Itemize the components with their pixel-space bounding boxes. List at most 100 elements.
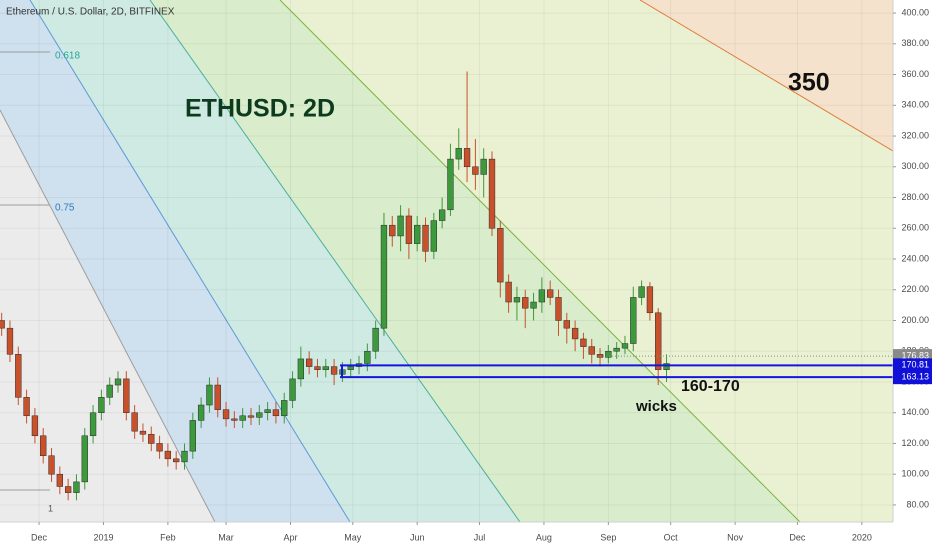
candle-body [563, 320, 570, 329]
candle-body [447, 158, 454, 211]
candle-body [123, 378, 130, 413]
x-tick-label: Feb [160, 532, 176, 542]
candle-body [106, 384, 113, 398]
y-tick-label: 80.00 [906, 499, 929, 509]
y-tick-label: 320.00 [901, 130, 929, 140]
y-tick-label: 340.00 [901, 100, 929, 110]
candle-body [31, 415, 39, 437]
fan-band [30, 0, 520, 522]
candle-body [131, 412, 138, 432]
candle-body [247, 415, 255, 418]
candle-body [322, 366, 329, 370]
candle-body [197, 404, 205, 421]
fan-line [0, 109, 216, 523]
candle-body [463, 148, 471, 168]
y-tick-label: 280.00 [901, 192, 929, 202]
x-tick-label: Nov [727, 532, 744, 542]
candle-body [397, 215, 404, 237]
candle-body [289, 378, 296, 401]
candle-body [222, 409, 230, 420]
fan-band [0, 0, 350, 522]
candle-body [64, 486, 72, 493]
candle-body [6, 327, 14, 355]
support-price-box [893, 358, 932, 373]
y-tick-label: 120.00 [901, 438, 929, 448]
last-price-label: 176.83 [901, 350, 929, 360]
overlay [340, 355, 893, 379]
candle-body [98, 397, 105, 413]
x-tick-label: Dec [31, 532, 48, 542]
candle-body [173, 458, 180, 463]
candle-body [48, 455, 55, 475]
candle-body [264, 409, 271, 413]
candle-body [206, 384, 213, 406]
candle-body [214, 384, 221, 410]
y-tick-label: 400.00 [901, 7, 929, 17]
candle-body [81, 435, 88, 483]
candle-body [181, 450, 188, 463]
fan-line [29, 0, 351, 523]
x-tick-label: Jun [410, 532, 425, 542]
candle-body [297, 358, 305, 380]
y-tick-label: 220.00 [901, 284, 929, 294]
candle-body [530, 301, 537, 309]
x-tick-label: Apr [283, 532, 297, 542]
candle-body [488, 158, 496, 229]
candle-body [414, 224, 421, 244]
x-tick-label: Aug [536, 532, 552, 542]
candle-body [480, 158, 487, 175]
fan-line [639, 0, 894, 152]
fib-fan: 0.618 0.75 1 [0, 0, 894, 523]
annotation: 350 [788, 69, 830, 97]
candle-body [114, 378, 122, 386]
candle-body [630, 297, 637, 344]
candle-body [139, 430, 147, 435]
candle-body [497, 228, 504, 283]
candle-body [613, 347, 620, 352]
candle-body [73, 481, 80, 493]
y-tick-label: 260.00 [901, 223, 929, 233]
candle-body [605, 350, 612, 358]
candle-body [422, 224, 429, 252]
candle-body [56, 473, 63, 487]
candle-body [330, 366, 338, 375]
fan-band [150, 0, 800, 522]
candle-body [347, 366, 354, 370]
time-axis [0, 522, 932, 550]
candle-body [621, 343, 629, 349]
grid [0, 0, 893, 522]
candle-body [89, 412, 97, 437]
fan-line [279, 0, 801, 523]
candle-body [156, 443, 163, 452]
x-tick-label: Jul [474, 532, 486, 542]
candle-body [513, 297, 521, 303]
candle-body [239, 415, 246, 421]
y-tick-label: 360.00 [901, 69, 929, 79]
x-tick-label: 2019 [93, 532, 113, 542]
candles [0, 71, 670, 501]
chart-title: Ethereum / U.S. Dollar, 2D, BITFINEX [6, 7, 175, 18]
annotation: ETHUSD: 2D [185, 95, 335, 123]
price-axis [893, 0, 932, 550]
fib-label: 0.75 [55, 203, 75, 214]
candle-body [372, 327, 379, 352]
x-tick-label: Oct [664, 532, 679, 542]
axes: 80.00100.00120.00140.00160.00180.00200.0… [31, 7, 932, 542]
candle-body [389, 224, 396, 237]
x-tick-label: Mar [218, 532, 234, 542]
candle-body [455, 148, 462, 160]
fan-band [280, 0, 893, 522]
y-tick-label: 380.00 [901, 38, 929, 48]
support-price-box [893, 370, 932, 385]
candle-body [547, 289, 554, 298]
y-tick-label: 100.00 [901, 469, 929, 479]
candle-body [23, 397, 30, 417]
candle-body [580, 338, 587, 347]
candle-body [571, 327, 579, 340]
fib-label: 1 [48, 503, 53, 513]
candle-body [231, 418, 238, 421]
candle-body [189, 420, 196, 452]
candle-body [588, 346, 595, 355]
candle-body [364, 350, 371, 364]
